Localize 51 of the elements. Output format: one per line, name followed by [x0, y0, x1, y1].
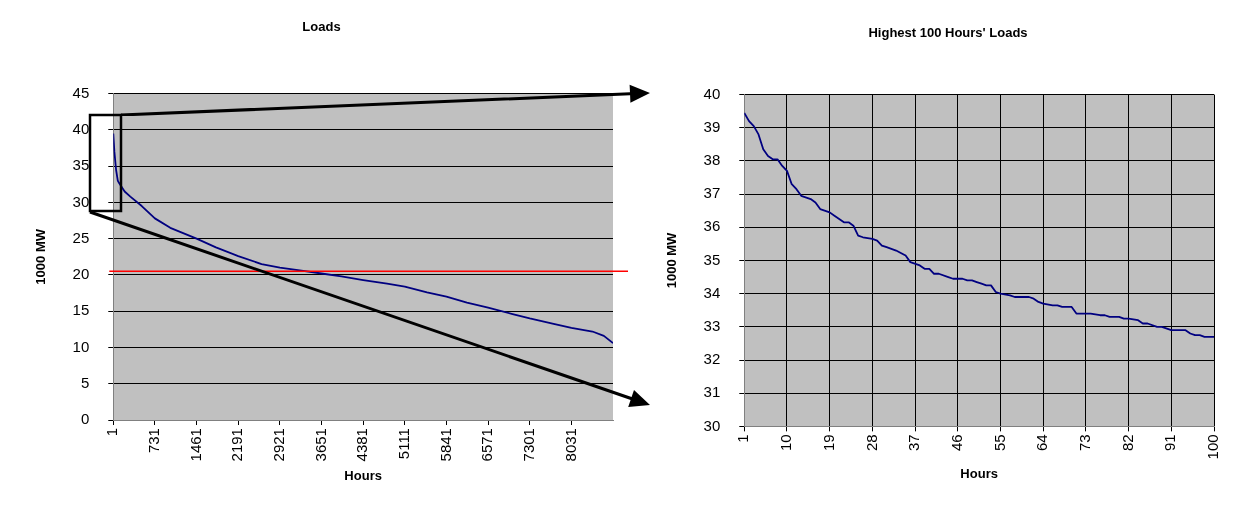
x-tick-label: 731 — [145, 428, 163, 454]
x-tick-label: 55 — [990, 434, 1008, 452]
x-tick-label: 10 — [777, 434, 795, 452]
y-tick-label: 25 — [72, 228, 90, 246]
y-tick-label: 31 — [703, 383, 721, 401]
x-tick-label: 1 — [734, 434, 752, 443]
x-tick-label: 1 — [103, 428, 121, 437]
y-axis-title: 1000 MW — [33, 228, 49, 285]
y-tick-label: 35 — [72, 156, 90, 174]
x-tick-label: 3651 — [311, 428, 329, 462]
x-tick-label: 73 — [1076, 434, 1094, 452]
y-tick-label: 15 — [72, 301, 90, 319]
y-tick-label: 34 — [703, 283, 721, 301]
x-tick-label: 2921 — [270, 428, 288, 462]
y-tick-label: 32 — [703, 350, 721, 368]
x-tick-label: 8031 — [561, 428, 579, 462]
y-tick-label: 0 — [80, 410, 90, 428]
y-tick-label: 39 — [703, 117, 721, 135]
x-tick-label: 82 — [1118, 434, 1136, 452]
x-axis-title: Hours — [960, 465, 998, 481]
chart-title: Loads — [302, 19, 341, 35]
x-tick-label: 5841 — [436, 428, 454, 462]
y-tick-label: 35 — [703, 250, 721, 268]
y-tick-label: 30 — [72, 192, 90, 210]
x-tick-label: 7301 — [519, 428, 537, 462]
y-tick-label: 36 — [703, 217, 721, 235]
y-tick-label: 38 — [703, 151, 721, 169]
x-tick-label: 91 — [1161, 434, 1179, 452]
x-tick-label: 100 — [1204, 434, 1222, 460]
chart-title: Highest 100 Hours' Loads — [868, 25, 1028, 41]
x-tick-label: 1461 — [186, 428, 204, 462]
x-tick-label: 19 — [819, 434, 837, 452]
y-axis-title: 1000 MW — [664, 231, 680, 289]
x-tick-label: 4381 — [353, 428, 371, 462]
y-tick-label: 40 — [72, 120, 90, 138]
y-tick-label: 10 — [72, 337, 90, 355]
y-tick-label: 30 — [703, 416, 721, 434]
x-tick-label: 6571 — [478, 428, 496, 462]
y-tick-label: 5 — [80, 373, 90, 391]
x-tick-label: 64 — [1033, 434, 1051, 452]
x-tick-label: 28 — [862, 434, 880, 452]
y-tick-label: 20 — [72, 265, 90, 283]
x-axis-title: Hours — [344, 467, 382, 483]
y-tick-label: 40 — [703, 84, 721, 102]
y-tick-label: 37 — [703, 184, 721, 202]
x-tick-label: 5111 — [394, 428, 412, 460]
x-tick-label: 2191 — [228, 428, 246, 462]
x-tick-label: 37 — [905, 434, 923, 452]
y-tick-label: 33 — [703, 316, 721, 334]
y-tick-label: 45 — [72, 83, 90, 101]
x-tick-label: 46 — [947, 434, 965, 452]
